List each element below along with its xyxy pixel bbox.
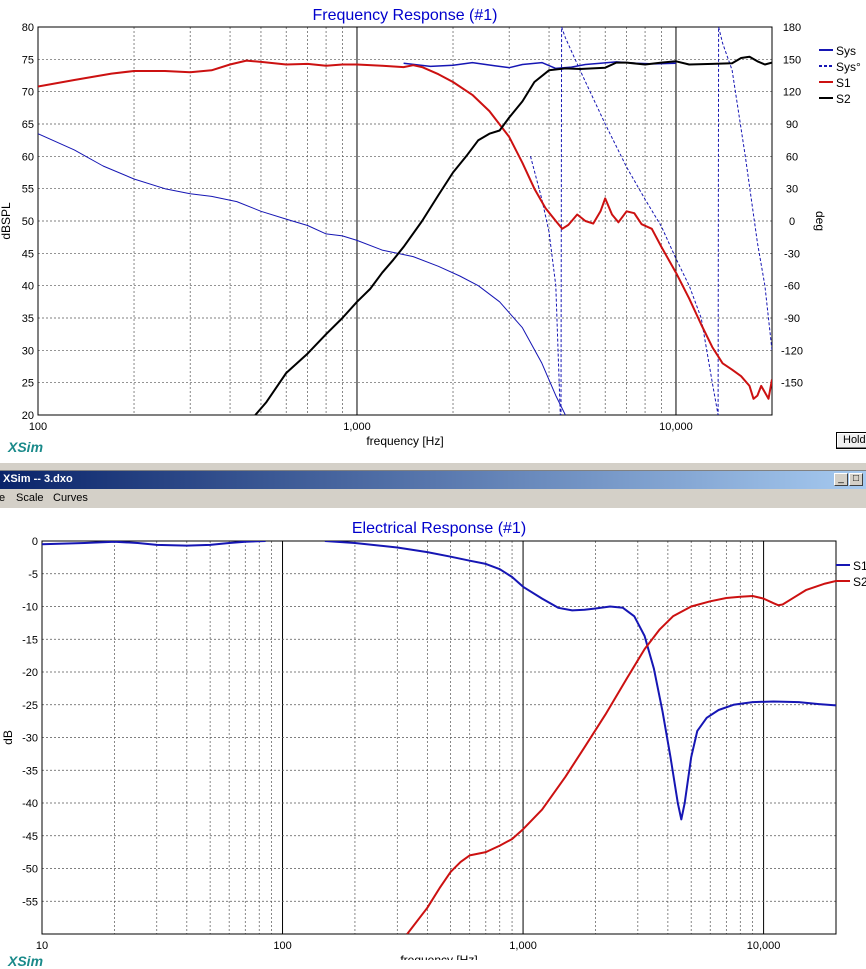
freq-x-axis-label: frequency [Hz] [366,434,443,448]
freq-ytick-label: 45 [22,248,34,260]
frequency-response-chart: Frequency Response (#1) 80 75 70 65 60 55 50 45 4… [0,7,861,448]
freq-y2tick-label: 90 [786,119,798,131]
elec-xtick-label: 10,000 [747,940,781,952]
freq-ytick-label: 25 [22,378,34,390]
elec-ytick-label: 0 [32,536,38,548]
elec-xtick-label: 1,000 [509,940,537,952]
freq-y2tick-label: -60 [784,281,800,293]
freq-ytick-label: 75 [22,54,34,66]
window-splitter[interactable] [0,462,866,471]
freq-ytick-label: 60 [22,151,34,163]
elec-plot-frame [41,540,837,935]
menu-bar: e Scale Curves [0,489,866,508]
elec-ytick-label: -5 [28,569,38,581]
freq-xtick-label: 100 [29,421,47,433]
elec-ytick-label: -10 [22,602,38,614]
freq-legend-label-sys: Sys° [836,60,861,74]
freq-y2tick-label: 0 [789,216,795,228]
freq-y2tick-label: 60 [786,151,798,163]
freq-y2tick-label: 150 [783,54,801,66]
freq-y2-axis-label: deg [813,211,827,231]
elec-legend-label-s1: S1 [853,559,866,573]
freq-y2tick-label: 30 [786,184,798,196]
freq-ytick-label: 20 [22,410,34,422]
freq-series-sys [530,27,772,415]
freq-legend-label-sys: Sys [836,44,856,58]
freq-ytick-label: 55 [22,184,34,196]
elec-x-axis-label: frequency [Hz] [400,953,477,960]
elec-ytick-label: -50 [22,864,38,876]
freq-ytick-label: 70 [22,87,34,99]
freq-ytick-label: 30 [22,345,34,357]
freq-series-s1 [38,59,772,400]
freq-title: Frequency Response (#1) [313,7,498,24]
freq-xtick-label: 10,000 [659,421,693,433]
hold-button[interactable]: Hold [836,432,866,449]
elec-ytick-label: -20 [22,667,38,679]
freq-y-axis-label: dBSPL [0,202,13,240]
freq-y2tick-label: -30 [784,248,800,260]
freq-series-sys-magnitude-thin [38,133,566,415]
elec-series-s2 [406,580,836,934]
elec-xtick-label: 10 [36,940,48,952]
freq-legend-label-s2: S2 [836,92,851,106]
freq-ytick-label: 65 [22,119,34,131]
elec-xtick-label: 100 [273,940,291,952]
freq-legend-label-s1: S1 [836,76,851,90]
restore-button[interactable]: □ [849,473,863,486]
elec-title: Electrical Response (#1) [352,520,526,537]
window-titlebar[interactable]: XSim -- 3.dxo _ □ [0,471,866,489]
elec-ytick-label: -35 [22,765,38,777]
freq-y2tick-label: 180 [783,22,801,34]
window-title: XSim -- 3.dxo [3,473,73,485]
xsim-brand-logo: XSim [8,439,44,455]
elec-ytick-label: -25 [22,700,38,712]
freq-ytick-label: 80 [22,22,34,34]
menu-item-curves[interactable]: Curves [53,492,88,504]
freq-ytick-label: 35 [22,313,34,325]
xsim-brand-logo-bottom: XSim [8,953,44,969]
freq-ytick-label: 50 [22,216,34,228]
electrical-response-chart: Electrical Response (#1) 0 -5 -10 -15 -20 -25 -… [1,520,866,960]
elec-ytick-label: -55 [22,896,38,908]
elec-series-s1-segment-2 [324,541,836,821]
elec-y-axis-label: dB [1,730,15,745]
freq-y2tick-label: -90 [784,313,800,325]
freq-series-s2 [254,55,772,415]
freq-y2tick-label: 120 [783,87,801,99]
elec-series-s1 [42,541,266,547]
minimize-button[interactable]: _ [834,473,848,486]
freq-y2tick-label: -150 [781,378,803,390]
freq-plot-frame [37,26,773,416]
elec-ytick-label: -40 [22,798,38,810]
elec-ytick-label: -15 [22,634,38,646]
freq-y2tick-label: -120 [781,345,803,357]
menu-item-file[interactable]: e [0,492,6,504]
elec-legend-label-s2: S2 [853,575,866,589]
freq-ytick-label: 40 [22,281,34,293]
elec-ytick-label: -45 [22,831,38,843]
freq-xtick-label: 1,000 [343,421,371,433]
elec-ytick-label: -30 [22,733,38,745]
menu-item-scale[interactable]: Scale [16,492,44,504]
